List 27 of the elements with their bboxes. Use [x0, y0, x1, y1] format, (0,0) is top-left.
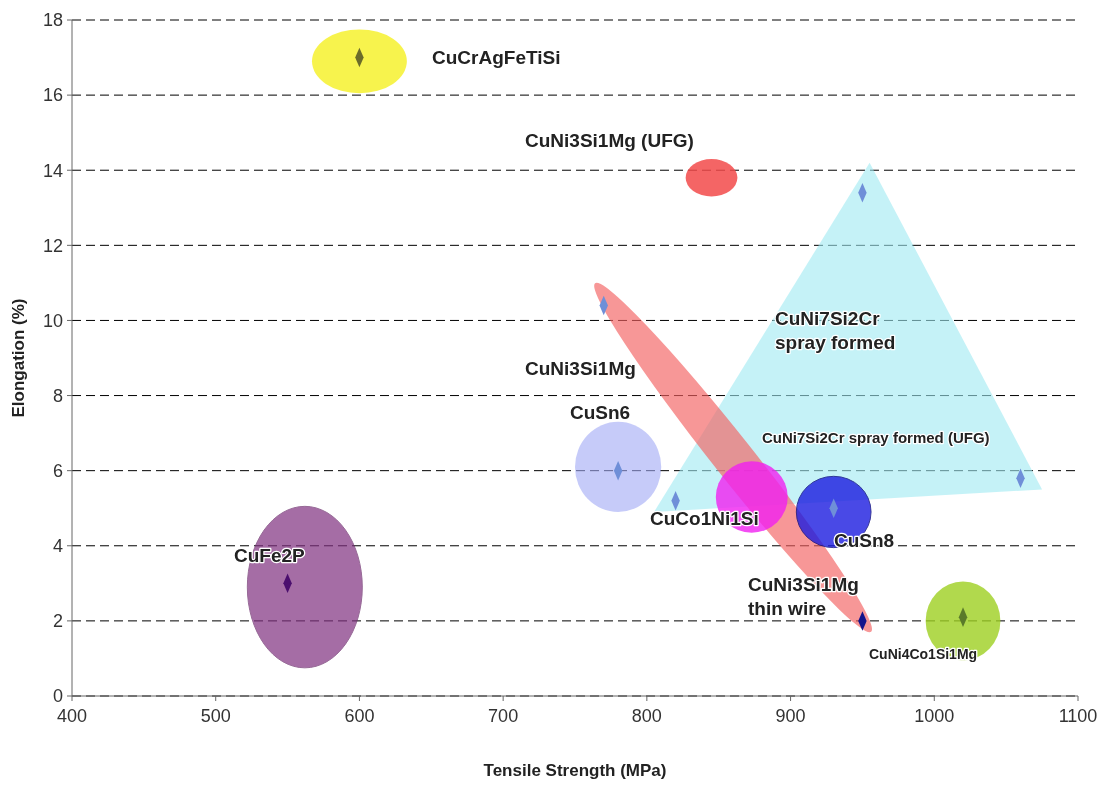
x-tick-label: 500: [200, 706, 231, 726]
y-tick-label: 14: [42, 160, 63, 181]
x-tick-label: 700: [488, 706, 519, 726]
y-axis-title: Elongation (%): [9, 298, 28, 418]
x-tick-label: 1100: [1058, 706, 1098, 726]
y-tick-label: 12: [42, 235, 63, 256]
y-tick-label: 6: [52, 460, 63, 481]
x-tick-label: 1000: [914, 706, 955, 726]
y-tick-label: 18: [42, 10, 63, 31]
y-tick-label: 10: [42, 310, 63, 331]
x-tick-label: 900: [775, 706, 806, 726]
annotation: CuSn6: [570, 401, 631, 423]
y-tick-label: 4: [52, 536, 63, 557]
x-tick-label: 800: [631, 706, 662, 726]
annotation: CuNi7Si2Cr spray formed (UFG): [762, 429, 990, 447]
annotation: CuNi7Si2Cr spray formed: [775, 307, 896, 354]
annotation: CuNi3Si1Mg: [525, 357, 636, 379]
y-tick-label: 16: [42, 85, 63, 106]
y-tick-label: 0: [52, 686, 63, 707]
x-tick-label: 400: [56, 706, 88, 726]
annotation: CuCrAgFeTiSi: [432, 46, 561, 68]
x-axis-title: Tensile Strength (MPa): [483, 761, 667, 780]
y-tick-label: 8: [52, 385, 63, 406]
y-tick-label: 2: [52, 611, 63, 632]
annotation: CuNi3Si1Mg (UFG): [525, 129, 694, 151]
x-tick-label: 600: [344, 706, 375, 726]
annotation: CuNi3Si1Mg thin wire: [748, 573, 859, 620]
